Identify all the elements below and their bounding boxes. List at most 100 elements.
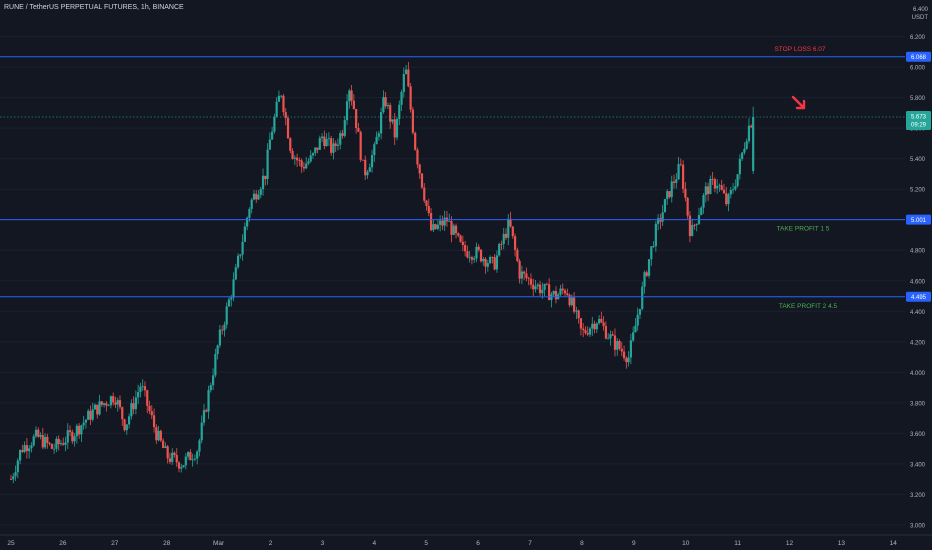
- candle-body: [686, 197, 689, 216]
- candle-body: [525, 273, 528, 279]
- candle-body: [527, 278, 530, 279]
- candle-body: [225, 306, 228, 325]
- candle-body: [663, 199, 667, 213]
- price-tick-label: 4.800: [910, 249, 926, 255]
- candle-body: [489, 256, 492, 264]
- candle-body: [14, 472, 17, 477]
- candle-body: [277, 95, 281, 102]
- candle-body: [209, 385, 212, 391]
- symbol-header: RUNE / TetherUS PERPETUAL FUTURES, 1h, B…: [4, 4, 184, 11]
- candle-body: [268, 139, 271, 150]
- candle-body: [652, 246, 655, 247]
- candle-body: [750, 125, 753, 128]
- candle-body: [100, 401, 103, 405]
- candle-body: [193, 458, 197, 460]
- candle-body: [423, 187, 426, 201]
- candle-body: [39, 435, 42, 437]
- candle-body: [75, 425, 78, 437]
- candle-body: [114, 402, 117, 405]
- candle-body: [579, 318, 583, 329]
- candle-body: [221, 329, 224, 331]
- candle-body: [520, 271, 523, 279]
- candle-body: [570, 297, 573, 306]
- candle-body: [534, 286, 537, 290]
- candle-body: [597, 318, 601, 324]
- candle-body: [59, 443, 63, 445]
- price-tick-label: 6.200: [910, 35, 926, 41]
- candle-body: [171, 452, 174, 462]
- candle-body: [134, 397, 137, 410]
- time-tick-label: 27: [111, 540, 119, 547]
- candle-body: [609, 334, 612, 339]
- candle-body: [370, 155, 374, 168]
- candle-body: [239, 254, 242, 256]
- candle-body: [523, 271, 526, 274]
- candle-body: [595, 323, 598, 330]
- candle-body: [398, 104, 401, 119]
- candle-body: [434, 224, 437, 229]
- candle-body: [64, 442, 67, 445]
- candle-body: [607, 338, 610, 340]
- candle-body: [477, 246, 480, 250]
- candle-body: [102, 403, 106, 405]
- candle-body: [548, 284, 551, 301]
- candle-body: [55, 438, 58, 449]
- candle-body: [513, 236, 517, 250]
- candle-body: [611, 334, 614, 336]
- candle-body: [241, 241, 244, 255]
- candle-body: [198, 440, 201, 452]
- time-tick-label: 12: [786, 540, 794, 547]
- candle-body: [559, 288, 562, 295]
- price-tick-label: 3.200: [910, 493, 926, 499]
- candle-body: [393, 119, 396, 138]
- candle-body: [618, 340, 621, 349]
- candle-body: [675, 179, 678, 183]
- candle-body: [91, 409, 94, 420]
- candle-body: [404, 69, 408, 75]
- candle-body: [507, 218, 510, 238]
- candle-body: [62, 443, 65, 445]
- candle-body: [591, 323, 594, 329]
- candle-body: [334, 143, 337, 146]
- candle-body: [448, 221, 451, 222]
- candle-body: [561, 288, 564, 291]
- time-tick-label: 25: [7, 540, 15, 547]
- time-tick-label: 2: [269, 540, 273, 547]
- candle-body: [466, 251, 469, 258]
- candle-body: [498, 243, 501, 256]
- candle-body: [441, 220, 444, 226]
- candle-body: [566, 293, 569, 295]
- candle-body: [28, 448, 31, 452]
- candle-body: [116, 400, 119, 405]
- candle-body: [332, 143, 335, 153]
- time-tick-label: 6: [476, 540, 480, 547]
- candle-body: [327, 138, 330, 140]
- price-tick-label: 6.000: [910, 66, 926, 72]
- candle-body: [693, 224, 696, 226]
- price-tick-label: 5.200: [910, 188, 926, 194]
- candle-body: [261, 175, 265, 190]
- price-tick-label: 3.400: [910, 462, 926, 468]
- candle-body: [625, 358, 628, 363]
- candle-body: [223, 324, 226, 331]
- candle-body: [348, 90, 351, 102]
- candle-body: [87, 410, 90, 420]
- candle-body: [298, 160, 301, 162]
- candle-body: [316, 147, 319, 150]
- candle-body: [613, 335, 617, 350]
- candle-body: [620, 348, 623, 352]
- candle-body: [259, 189, 262, 195]
- price-tick-label: 3.000: [910, 523, 926, 529]
- candle-body: [37, 429, 40, 437]
- candle-body: [175, 455, 178, 463]
- candle-body: [729, 189, 732, 195]
- candle-body: [34, 429, 38, 437]
- candle-body: [202, 410, 206, 423]
- candle-body: [361, 159, 365, 161]
- candle-body: [389, 105, 392, 122]
- candle-body: [688, 215, 692, 236]
- time-tick-label: 26: [59, 540, 67, 547]
- candle-body: [152, 415, 156, 428]
